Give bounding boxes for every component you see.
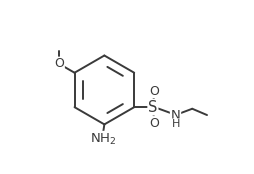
Text: H: H (172, 119, 181, 129)
Text: O: O (150, 117, 160, 130)
Text: O: O (150, 85, 160, 98)
Text: N: N (171, 109, 180, 122)
Text: S: S (148, 100, 157, 115)
Text: NH$_2$: NH$_2$ (90, 132, 116, 147)
Text: O: O (54, 57, 64, 70)
